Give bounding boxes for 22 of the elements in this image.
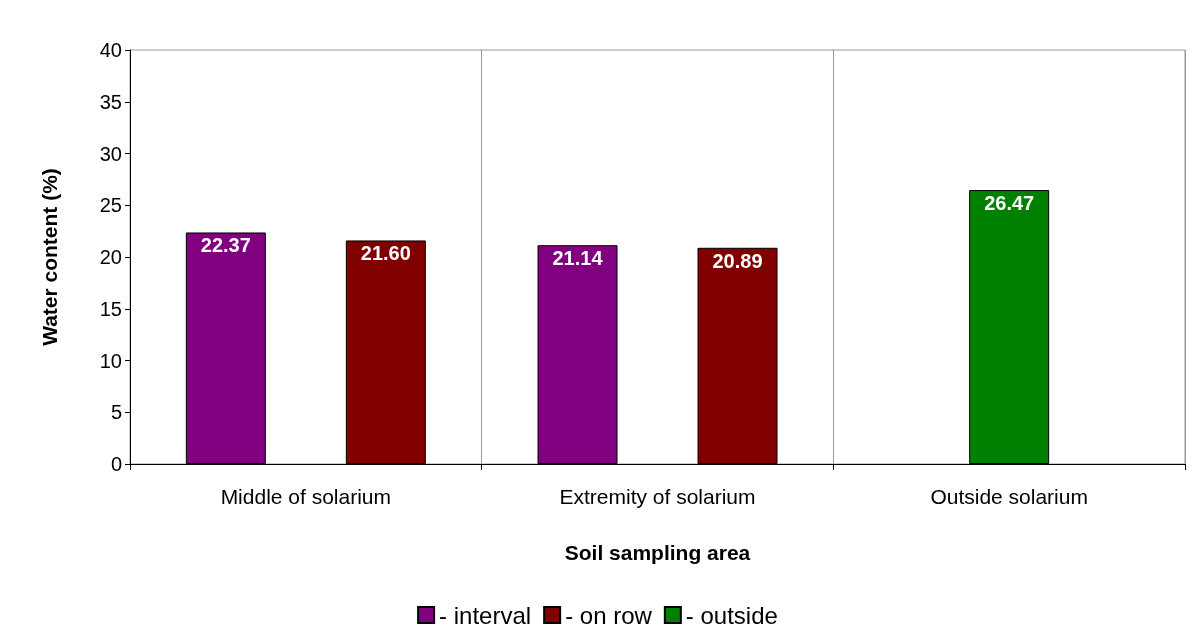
y-tick-label: 15 <box>99 297 122 320</box>
y-axis-title: Water content (%) <box>38 168 61 346</box>
y-tick-label: 30 <box>99 142 122 165</box>
data-label: 26.47 <box>984 192 1035 215</box>
data-label: 21.14 <box>552 247 604 270</box>
data-label: 20.89 <box>712 249 763 272</box>
legend-label: - outside <box>685 601 778 629</box>
y-tick-label: 25 <box>99 194 122 217</box>
y-tick-label: 0 <box>110 453 122 475</box>
y-tick-label: 10 <box>99 349 122 372</box>
data-label: 22.37 <box>200 234 251 257</box>
x-tick-label: Extremity of solarium <box>559 485 756 508</box>
x-axis-title: Soil sampling area <box>564 541 751 564</box>
y-tick-label: 20 <box>99 246 122 268</box>
y-tick-label: 40 <box>99 39 122 61</box>
legend-label: - on row <box>565 601 653 629</box>
x-tick-label: Outside solarium <box>930 485 1088 508</box>
x-tick-label: Middle of solarium <box>220 485 392 508</box>
data-label: 21.60 <box>360 242 411 265</box>
y-tick-label: 5 <box>110 401 122 424</box>
y-tick-label: 35 <box>99 90 122 113</box>
legend-label: - interval <box>439 601 532 629</box>
